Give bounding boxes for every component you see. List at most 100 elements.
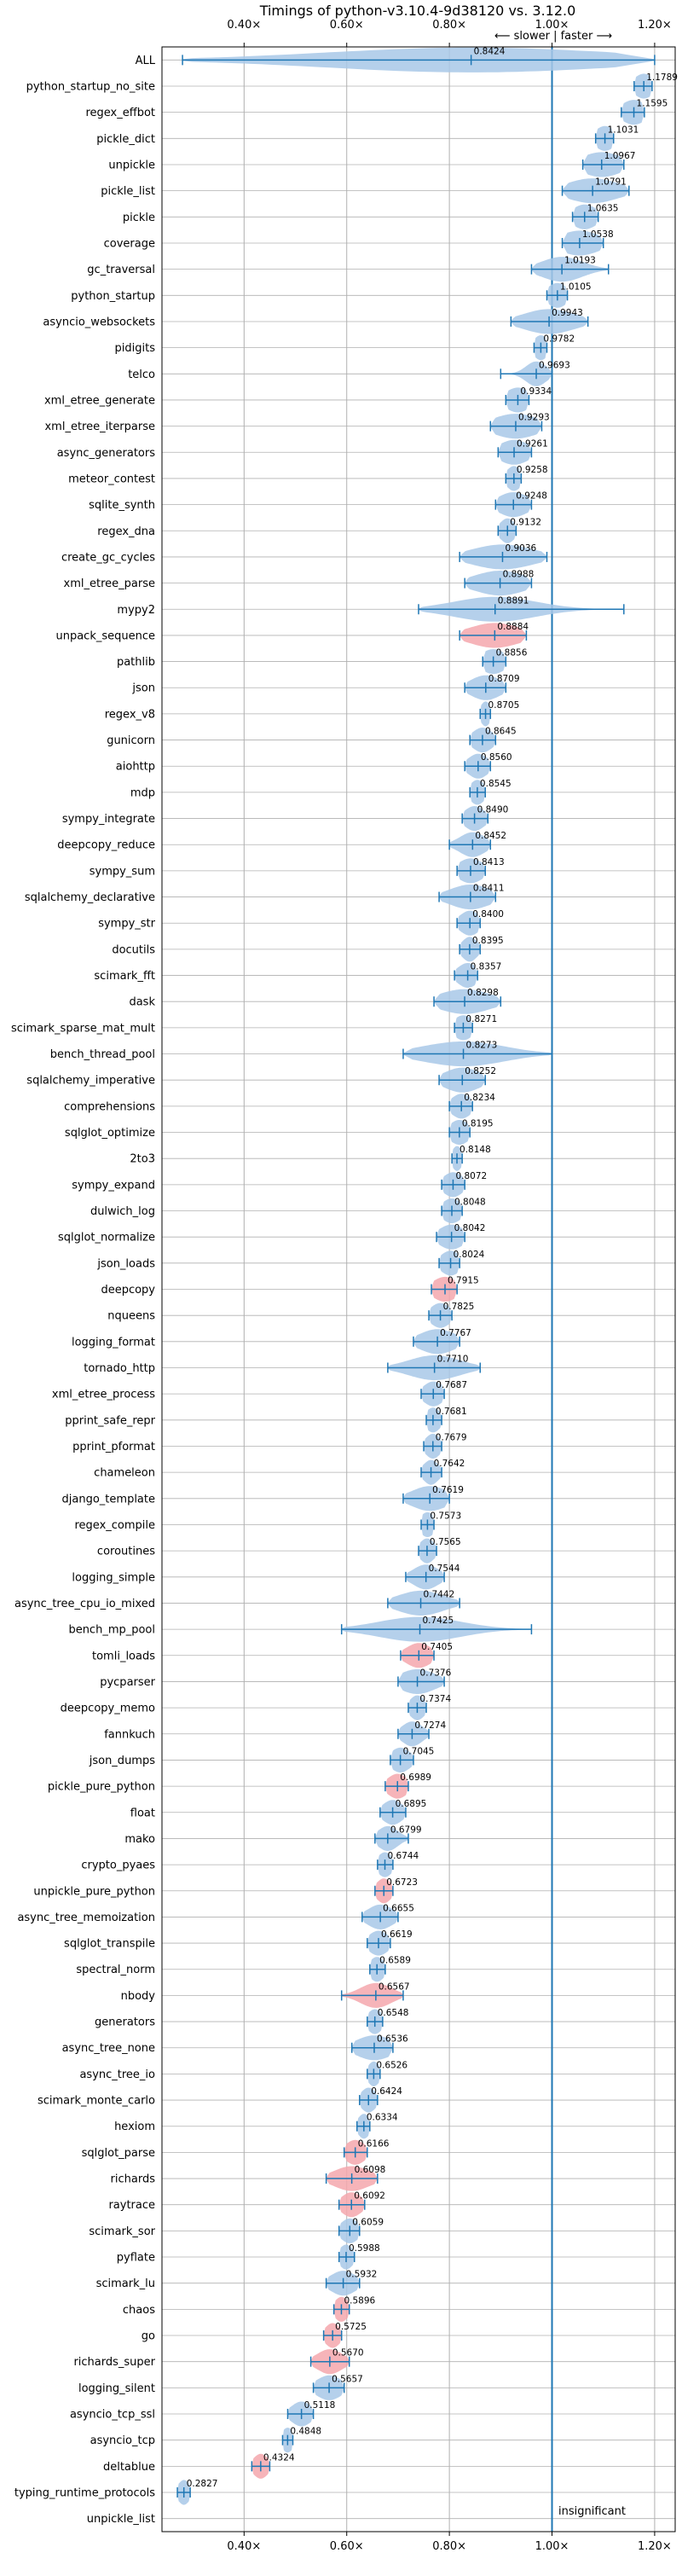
category-label: regex_v8 bbox=[105, 708, 155, 721]
violin-coroutines: 0.7565 bbox=[418, 1537, 461, 1564]
value-label: 0.7573 bbox=[430, 1511, 461, 1521]
violin-scimark_sor: 0.6059 bbox=[338, 2217, 384, 2243]
violin-tornado_http: 0.7710 bbox=[387, 1354, 481, 1381]
violin-json_loads: 0.8024 bbox=[438, 1250, 485, 1276]
category-label: richards bbox=[111, 2173, 156, 2186]
x-tick-label-top: 1.20× bbox=[638, 19, 672, 32]
category-label: sympy_integrate bbox=[62, 813, 155, 826]
violin-async_generators: 0.9261 bbox=[497, 438, 548, 465]
value-label: 0.5988 bbox=[349, 2243, 380, 2254]
value-label: 0.7374 bbox=[419, 1694, 451, 1704]
category-label: gunicorn bbox=[107, 734, 155, 747]
category-label: typing_runtime_protocols bbox=[14, 2487, 155, 2500]
violin-mako: 0.6799 bbox=[374, 1825, 422, 1851]
category-label: async_tree_cpu_io_mixed bbox=[14, 1598, 155, 1610]
category-label: xml_etree_generate bbox=[44, 394, 155, 407]
violin-json_dumps: 0.7045 bbox=[390, 1746, 434, 1772]
violin-regex_effbot: 1.1595 bbox=[621, 99, 668, 125]
value-label: 0.8413 bbox=[473, 857, 505, 867]
category-label: bench_mp_pool bbox=[68, 1624, 155, 1637]
violin-float: 0.6895 bbox=[379, 1799, 426, 1825]
violin-sqlalchemy_declarative: 0.8411 bbox=[438, 884, 505, 910]
category-label: django_template bbox=[62, 1493, 155, 1506]
value-label: 0.5118 bbox=[304, 2400, 336, 2411]
violin-pprint_pformat: 0.7679 bbox=[423, 1432, 467, 1459]
value-label: 0.6334 bbox=[367, 2113, 398, 2123]
value-label: 0.7405 bbox=[421, 1642, 453, 1652]
violin-raytrace: 0.6092 bbox=[338, 2191, 385, 2218]
value-label: 0.7710 bbox=[437, 1354, 469, 1364]
violin-chaos: 0.5896 bbox=[332, 2295, 376, 2322]
value-label: 0.7425 bbox=[423, 1616, 454, 1626]
category-label: python_startup_no_site bbox=[26, 80, 155, 93]
category-label: fannkuch bbox=[104, 1728, 155, 1741]
value-label: 0.8424 bbox=[474, 46, 506, 56]
violin-deepcopy: 0.7915 bbox=[431, 1276, 479, 1303]
category-label: sqlglot_transpile bbox=[64, 1938, 155, 1951]
value-label: 0.9943 bbox=[552, 308, 583, 318]
violin-pidigits: 0.9782 bbox=[533, 334, 575, 361]
value-label: 0.7544 bbox=[429, 1564, 460, 1574]
x-tick-label-top: 0.60× bbox=[330, 19, 364, 32]
value-label: 1.0193 bbox=[564, 256, 596, 266]
violin-go: 0.5725 bbox=[322, 2322, 367, 2348]
value-label: 1.1789 bbox=[646, 73, 678, 83]
violin-richards_super: 0.5670 bbox=[309, 2348, 364, 2375]
violin-2to3: 0.8148 bbox=[451, 1145, 491, 1171]
category-label: json_dumps bbox=[89, 1755, 155, 1767]
value-label: 0.6526 bbox=[376, 2060, 407, 2070]
category-label: hexiom bbox=[114, 2121, 155, 2133]
value-label: 0.8042 bbox=[454, 1223, 486, 1233]
value-label: 0.8856 bbox=[496, 648, 528, 659]
value-label: 0.5670 bbox=[332, 2348, 364, 2358]
violin-comprehensions: 0.8234 bbox=[448, 1093, 495, 1119]
category-label: unpickle_list bbox=[87, 2513, 155, 2526]
violin-spectral_norm: 0.6589 bbox=[369, 1956, 411, 1982]
value-label: 0.9248 bbox=[516, 491, 547, 502]
category-label: gc_traversal bbox=[87, 264, 155, 276]
violin-fannkuch: 0.7274 bbox=[397, 1720, 446, 1747]
violin-asyncio_tcp_ssl: 0.5118 bbox=[286, 2400, 336, 2427]
value-label: 0.8357 bbox=[471, 962, 502, 972]
category-label: pickle_dict bbox=[96, 133, 155, 146]
violin-deltablue: 0.4324 bbox=[251, 2452, 295, 2479]
violin-pycparser: 0.7376 bbox=[397, 1668, 452, 1694]
value-label: 1.1031 bbox=[608, 125, 639, 135]
category-label: sympy_expand bbox=[72, 1179, 155, 1192]
category-label: scimark_sparse_mat_mult bbox=[11, 1022, 155, 1035]
value-label: 0.9132 bbox=[510, 517, 541, 527]
category-label: sqlglot_normalize bbox=[58, 1232, 155, 1244]
value-label: 0.8273 bbox=[466, 1041, 498, 1051]
category-label: pickle bbox=[123, 212, 155, 224]
x-axis-top: 0.40× 0.60× 0.80× 1.00× 1.20× bbox=[227, 19, 672, 47]
category-label: sympy_sum bbox=[90, 865, 155, 878]
violin-pathlib: 0.8856 bbox=[482, 648, 528, 675]
category-label: coverage bbox=[104, 237, 155, 250]
category-labels: ALL python_startup_no_site regex_effbotpic… bbox=[11, 55, 156, 2526]
value-label: 0.8891 bbox=[498, 595, 529, 606]
value-label: 1.0538 bbox=[582, 229, 614, 240]
value-label: 0.9258 bbox=[517, 465, 548, 475]
value-label: 0.8545 bbox=[480, 779, 512, 789]
violin-hexiom: 0.6334 bbox=[356, 2113, 398, 2139]
violin-sqlglot_optimize: 0.8195 bbox=[448, 1119, 494, 1146]
x-tick-label-bottom: 1.20× bbox=[638, 2540, 672, 2553]
violin-tomli_loads: 0.7405 bbox=[400, 1642, 453, 1668]
category-label: mako bbox=[124, 1833, 155, 1846]
category-label: tornado_http bbox=[84, 1362, 155, 1375]
value-label: 0.8400 bbox=[472, 909, 504, 920]
x-tick-label-top: 1.00× bbox=[535, 19, 569, 32]
category-label: unpack_sequence bbox=[55, 629, 155, 642]
category-label: ALL bbox=[136, 55, 156, 67]
violin-meteor_contest: 0.9258 bbox=[505, 465, 548, 491]
violin-aiohttp: 0.8560 bbox=[464, 752, 512, 779]
x-tick-label-top: 0.40× bbox=[227, 19, 261, 32]
x-axis-bottom: 0.40× 0.60× 0.80× 1.00× 1.20× bbox=[227, 2532, 672, 2553]
value-label: 0.8490 bbox=[477, 805, 509, 815]
violin-gunicorn: 0.8645 bbox=[469, 727, 517, 753]
violin-pickle_list: 1.0791 bbox=[561, 177, 630, 204]
category-label: sympy_str bbox=[98, 918, 155, 931]
value-label: 0.7642 bbox=[434, 1459, 465, 1469]
category-label: sqlite_synth bbox=[89, 499, 155, 512]
